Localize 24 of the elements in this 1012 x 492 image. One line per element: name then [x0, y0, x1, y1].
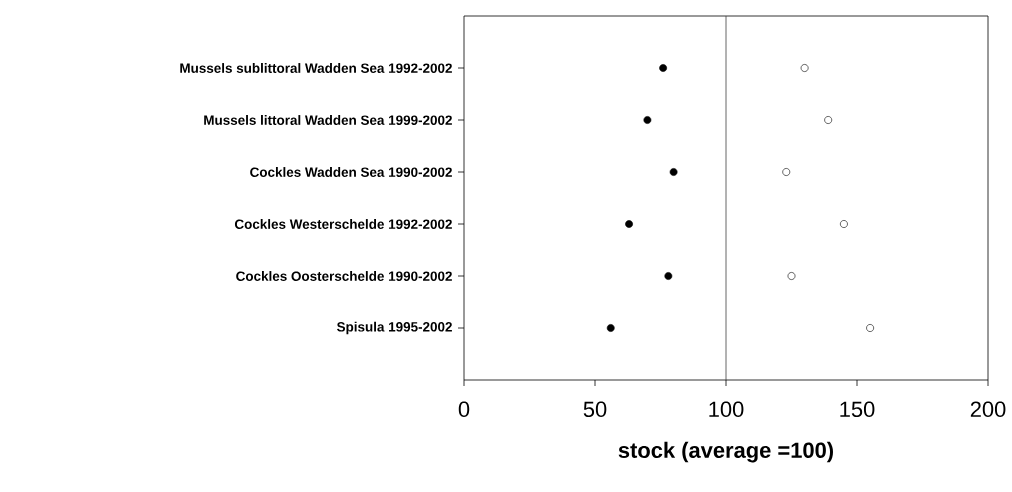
point	[800, 64, 809, 72]
point	[625, 220, 633, 228]
point	[643, 116, 652, 124]
x-tick-label: 200	[970, 401, 1006, 418]
point	[782, 168, 791, 176]
y-tick-label: Cockles Oosterschelde 1990-2002	[236, 271, 452, 281]
x-tick-label: 100	[709, 401, 744, 418]
point	[824, 116, 833, 124]
y-tick-label: Spisula 1995-2002	[336, 321, 452, 335]
point	[664, 272, 673, 280]
point	[840, 220, 848, 228]
y-tick-label: Cockles Wadden Sea 1990-2002	[250, 167, 452, 177]
x-tick-label: 50	[583, 401, 607, 418]
point	[659, 64, 668, 72]
point	[669, 168, 678, 176]
x-tick-label: 150	[840, 401, 875, 418]
y-tick-label: Cockles Westerschelde 1992-2002	[234, 219, 452, 229]
point	[606, 324, 615, 332]
point	[787, 272, 796, 280]
x-axis-title: stock (average =100)	[618, 441, 833, 463]
x-tick-label: 0	[458, 401, 470, 418]
y-tick-label: Mussels littoral Wadden Sea 1999-2002	[204, 115, 452, 125]
point	[866, 324, 875, 332]
y-tick-label: Mussels sublittoral Wadden Sea 1992-2002	[180, 63, 452, 73]
